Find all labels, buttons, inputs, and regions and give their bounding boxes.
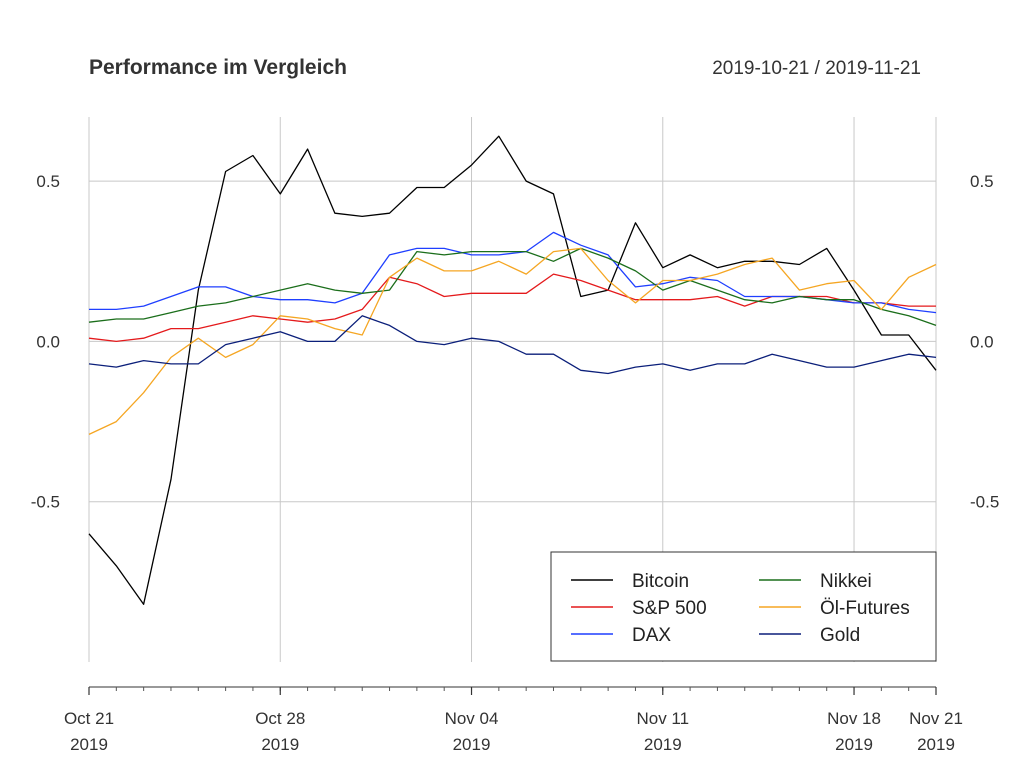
x-tick-label: Oct 28 [255,709,305,728]
y-tick-label-left: 0.5 [36,172,60,191]
x-tick-year-label: 2019 [453,735,491,754]
y-tick-label-left: -0.5 [31,493,60,512]
series-line-bitcoin [88,135,937,605]
x-tick-year-label: 2019 [70,735,108,754]
series-lines [88,135,937,605]
series-line-gold [88,315,937,375]
y-tick-label-right: -0.5 [970,493,999,512]
y-tick-label-right: 0.0 [970,332,994,351]
series-line--l-futures [88,247,937,435]
x-tick-label: Nov 21 [909,709,963,728]
legend-box [550,551,937,662]
date-range-label: 2019-10-21 / 2019-11-21 [712,58,921,79]
x-tick-label: Nov 18 [827,709,881,728]
legend-entry-label: DAX [632,625,671,646]
legend-entry-label: Gold [820,625,860,646]
x-tick-year-label: 2019 [261,735,299,754]
axes: 0.5 0.5 0.0 0.0 -0.5 -0.5 Oct 21 2019 Oct 28 2019… [31,172,1000,754]
x-tick-year-label: 2019 [917,735,955,754]
y-tick-label-right: 0.5 [970,172,994,191]
x-tick-label: Nov 04 [445,709,499,728]
series-line-s-p-500 [88,273,936,343]
x-tick-year-label: 2019 [644,735,682,754]
legend-entry-label: Bitcoin [632,571,689,592]
x-tick-year-label: 2019 [835,735,873,754]
y-tick-label-left: 0.0 [36,332,60,351]
series-line-nikkei [88,247,937,327]
legend-entry-label: Nikkei [820,571,872,592]
x-tick-label: Nov 11 [636,709,689,728]
legend-entry-label: S&P 500 [632,598,707,619]
legend: Bitcoin S&P 500 DAX Nikkei Öl-Futures Gold [550,551,937,662]
x-tick-label: Oct 21 [64,709,114,728]
chart-title: Performance im Vergleich [89,56,347,79]
legend-entry-label: Öl-Futures [820,598,910,619]
series-line-dax [89,231,937,314]
